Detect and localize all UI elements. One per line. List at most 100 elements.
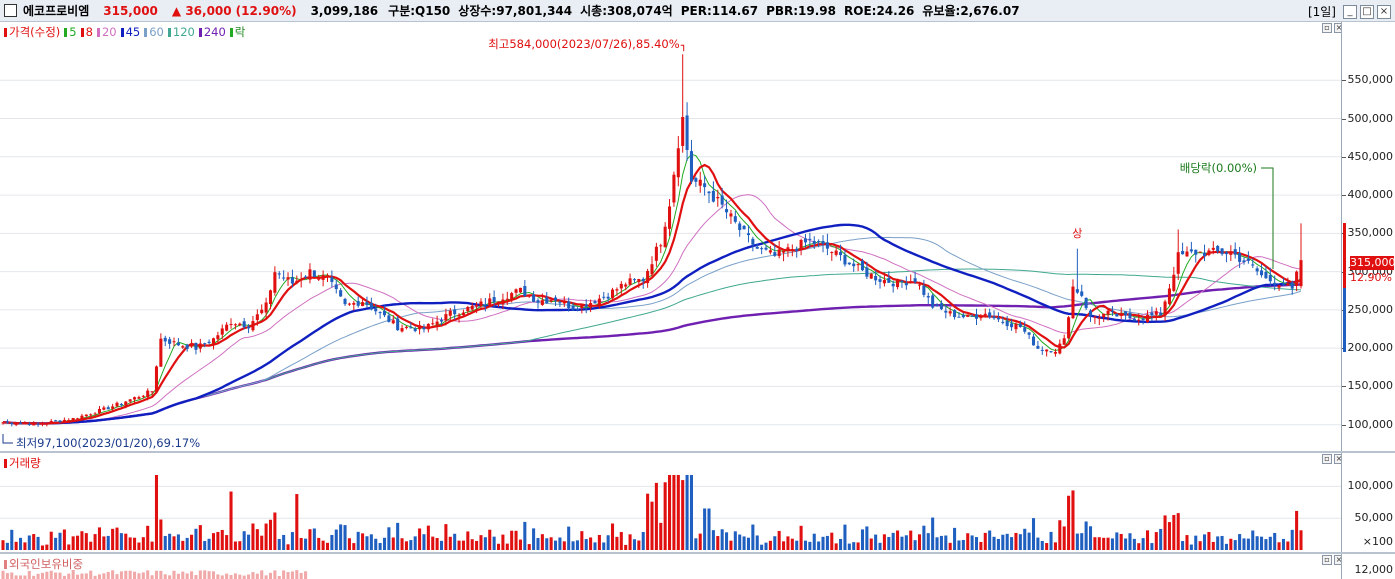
close-icon[interactable]: × <box>1377 4 1391 19</box>
foreign-axis[interactable]: 12,000 <box>1341 554 1395 579</box>
legend-ma8[interactable]: 8 <box>80 25 93 39</box>
pane-restore-icon[interactable]: ▫ <box>1322 555 1332 565</box>
candle <box>615 287 619 296</box>
foreign-pane[interactable]: 외국인보유비중 ▫ × <box>0 554 1344 579</box>
candle <box>457 313 461 323</box>
candle <box>347 302 351 306</box>
candle-body <box>1216 245 1220 252</box>
volume-axis[interactable]: 100,000 50,000 ×100 <box>1341 453 1395 552</box>
candle <box>869 272 873 280</box>
volume-bar <box>154 474 159 550</box>
legend-ma60-label: 60 <box>149 25 164 39</box>
legend-ma240[interactable]: 240 <box>198 25 226 39</box>
candle <box>641 277 645 289</box>
legend-ma5[interactable]: 5 <box>64 25 77 39</box>
candle <box>852 258 856 272</box>
candle-body <box>426 323 430 330</box>
candle <box>725 199 729 219</box>
price-axis[interactable]: 100,000 150,000 200,000 250,000 300,000 350,0… <box>1341 22 1395 451</box>
candle <box>1220 248 1224 256</box>
volume-bar <box>36 536 40 550</box>
legend-ma120[interactable]: 120 <box>167 25 195 39</box>
pane-divider[interactable] <box>0 451 1395 453</box>
candle <box>1040 346 1044 355</box>
candle <box>181 345 185 349</box>
candle <box>1005 315 1009 330</box>
pane-divider[interactable] <box>0 552 1395 554</box>
candle-body <box>1071 286 1075 319</box>
candle <box>176 338 180 347</box>
select-checkbox[interactable] <box>4 4 17 17</box>
candle-body <box>589 302 593 308</box>
foreign-chart[interactable] <box>0 554 1341 579</box>
price-chart[interactable]: 최고584,000(2023/07/26),85.40% 배당락(0.00%) 상최… <box>0 22 1341 451</box>
candle-body <box>944 310 948 313</box>
foreign-bar <box>106 571 110 579</box>
candle-body <box>251 321 255 331</box>
candle-body <box>887 278 891 283</box>
volume-bar <box>19 537 23 550</box>
legend-foreign[interactable]: 외국인보유비중 <box>4 556 83 572</box>
volume-bar <box>817 541 821 550</box>
candle-body <box>966 314 970 317</box>
stock-name[interactable]: 에코프로비엠 <box>23 4 90 18</box>
volume-bar <box>115 527 119 550</box>
maximize-icon[interactable]: □ <box>1360 4 1374 19</box>
volume-bar <box>418 528 422 550</box>
candle <box>290 269 294 288</box>
volume-bar <box>514 530 518 550</box>
candle <box>282 270 286 281</box>
volume-bar <box>141 537 145 550</box>
candle <box>996 312 1000 323</box>
volume-bar <box>185 537 189 550</box>
candle <box>339 288 343 297</box>
pane-restore-icon[interactable]: ▫ <box>1322 23 1332 33</box>
candle-body <box>1242 260 1246 263</box>
volume-bar <box>944 535 948 550</box>
candle <box>45 423 49 427</box>
foreign-bar <box>181 571 185 579</box>
volume-bar <box>1154 532 1158 550</box>
legend-ma20[interactable]: 20 <box>96 25 117 39</box>
price-pane[interactable]: 최고584,000(2023/07/26),85.40% 배당락(0.00%) 상 최… <box>0 22 1344 451</box>
candle <box>496 301 501 308</box>
volume-bar <box>198 525 202 550</box>
candle <box>431 318 435 326</box>
volume-bar <box>1290 529 1294 550</box>
volume-bar <box>1198 541 1202 550</box>
legend-ma45[interactable]: 45 <box>120 25 140 39</box>
legend-ma60[interactable]: 60 <box>144 25 164 39</box>
legend-price[interactable]: 가격(수정) <box>4 24 60 40</box>
volume-chart[interactable] <box>0 453 1341 552</box>
volume-bar <box>1163 515 1167 550</box>
minimize-icon[interactable]: _ <box>1343 4 1357 19</box>
volume-bar <box>1001 534 1005 550</box>
candle-body <box>45 423 49 425</box>
candle <box>242 318 246 330</box>
candle-body <box>247 326 251 329</box>
legend-volume[interactable]: 거래량 <box>4 455 41 471</box>
candle <box>790 244 794 257</box>
foreign-bar <box>137 573 141 579</box>
candle-body <box>637 278 641 283</box>
candle-body <box>80 415 84 419</box>
volume-bar <box>1181 541 1185 550</box>
volume-bar <box>124 533 128 550</box>
foreign-bar <box>277 575 281 579</box>
candle-body <box>992 316 996 319</box>
candle-body <box>545 297 549 304</box>
candle <box>646 268 650 288</box>
volume-pane[interactable]: 거래량 ▫ × <box>0 453 1344 552</box>
candle <box>689 139 693 185</box>
volume-bar <box>299 538 303 550</box>
volume-bar <box>67 544 71 550</box>
candle <box>821 235 825 253</box>
pane-restore-icon[interactable]: ▫ <box>1322 454 1332 464</box>
candle-body <box>738 223 742 230</box>
candle-body <box>909 281 913 283</box>
candle <box>211 337 216 350</box>
legend-ex[interactable]: 락 <box>229 24 245 40</box>
period-selector[interactable]: [1일] <box>1307 5 1336 19</box>
candle-body <box>62 419 66 422</box>
candle-body <box>255 314 259 321</box>
